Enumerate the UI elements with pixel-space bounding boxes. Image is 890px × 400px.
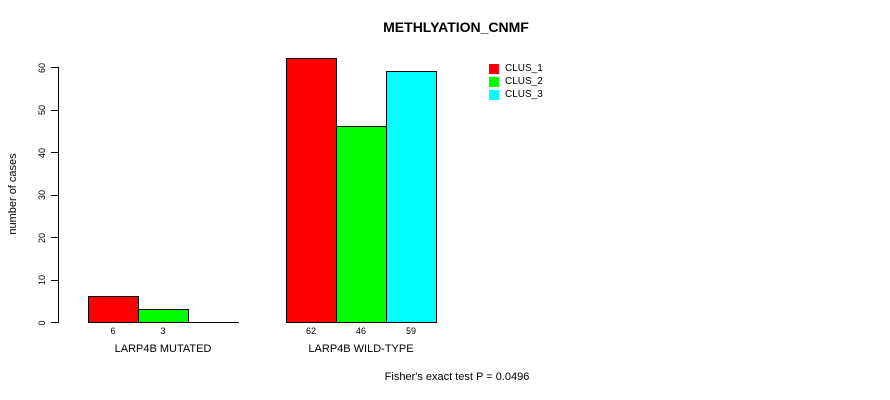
y-axis-tick [51, 237, 58, 238]
category-label-mutated: LARP4B MUTATED [114, 343, 212, 355]
fisher-test-annotation: Fisher's exact test P = 0.0496 [384, 371, 530, 383]
legend-swatch-clus_2 [489, 76, 499, 87]
y-axis-tick [51, 67, 58, 68]
legend-label-clus_3: CLUS_3 [505, 89, 543, 100]
y-axis-tick [51, 322, 58, 323]
y-axis-tick-label: 40 [37, 147, 47, 158]
legend-item-clus_1: CLUS_1 [489, 62, 543, 75]
legend-swatch-clus_1 [489, 63, 499, 74]
y-axis-line [58, 67, 59, 323]
legend-item-clus_2: CLUS_2 [489, 75, 543, 88]
bar-clus_2-mutated [138, 309, 189, 323]
bar-value-label: 3 [160, 326, 166, 336]
bar-value-label: 46 [355, 326, 367, 336]
y-axis-tick-label: 60 [37, 62, 47, 73]
legend-swatch-clus_3 [489, 89, 499, 100]
y-axis-tick [51, 194, 58, 196]
y-axis-tick-label: 20 [37, 232, 47, 243]
y-axis-tick [51, 279, 58, 281]
y-axis-tick [51, 152, 58, 153]
y-axis-tick-label: 10 [37, 274, 47, 286]
y-axis-tick-label: 30 [37, 189, 47, 201]
bar-clus_1-mutated [88, 296, 139, 323]
y-axis-tick-label: 0 [37, 319, 47, 326]
y-axis-tick [51, 109, 58, 111]
legend-item-clus_3: CLUS_3 [489, 88, 543, 101]
bar-clus_3-wildtype [386, 71, 437, 323]
bar-clus_1-wildtype [286, 58, 337, 323]
legend-label-clus_1: CLUS_1 [505, 63, 543, 74]
chart-title: METHLYATION_CNMF [383, 19, 529, 35]
bar-value-label: 59 [405, 326, 417, 336]
category-label-wildtype: LARP4B WILD-TYPE [308, 343, 414, 355]
bar-value-label: 62 [305, 326, 317, 336]
legend-label-clus_2: CLUS_2 [505, 76, 543, 87]
y-axis-tick-label: 50 [37, 104, 47, 116]
bar-clus_2-wildtype [336, 126, 387, 323]
bar-value-label: 6 [110, 326, 116, 336]
